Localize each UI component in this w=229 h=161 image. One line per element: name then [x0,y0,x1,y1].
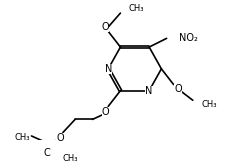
Text: O: O [57,133,64,143]
Text: NO₂: NO₂ [179,33,198,43]
Text: CH₃: CH₃ [14,133,30,142]
Text: O: O [102,22,109,32]
Text: N: N [145,86,153,96]
Text: O: O [102,107,109,117]
Text: CH₃: CH₃ [128,4,144,13]
Text: O: O [174,84,182,94]
Text: C: C [44,148,51,158]
Text: CH₃: CH₃ [202,100,217,109]
Text: CH₃: CH₃ [63,154,78,161]
Text: N: N [104,64,112,74]
